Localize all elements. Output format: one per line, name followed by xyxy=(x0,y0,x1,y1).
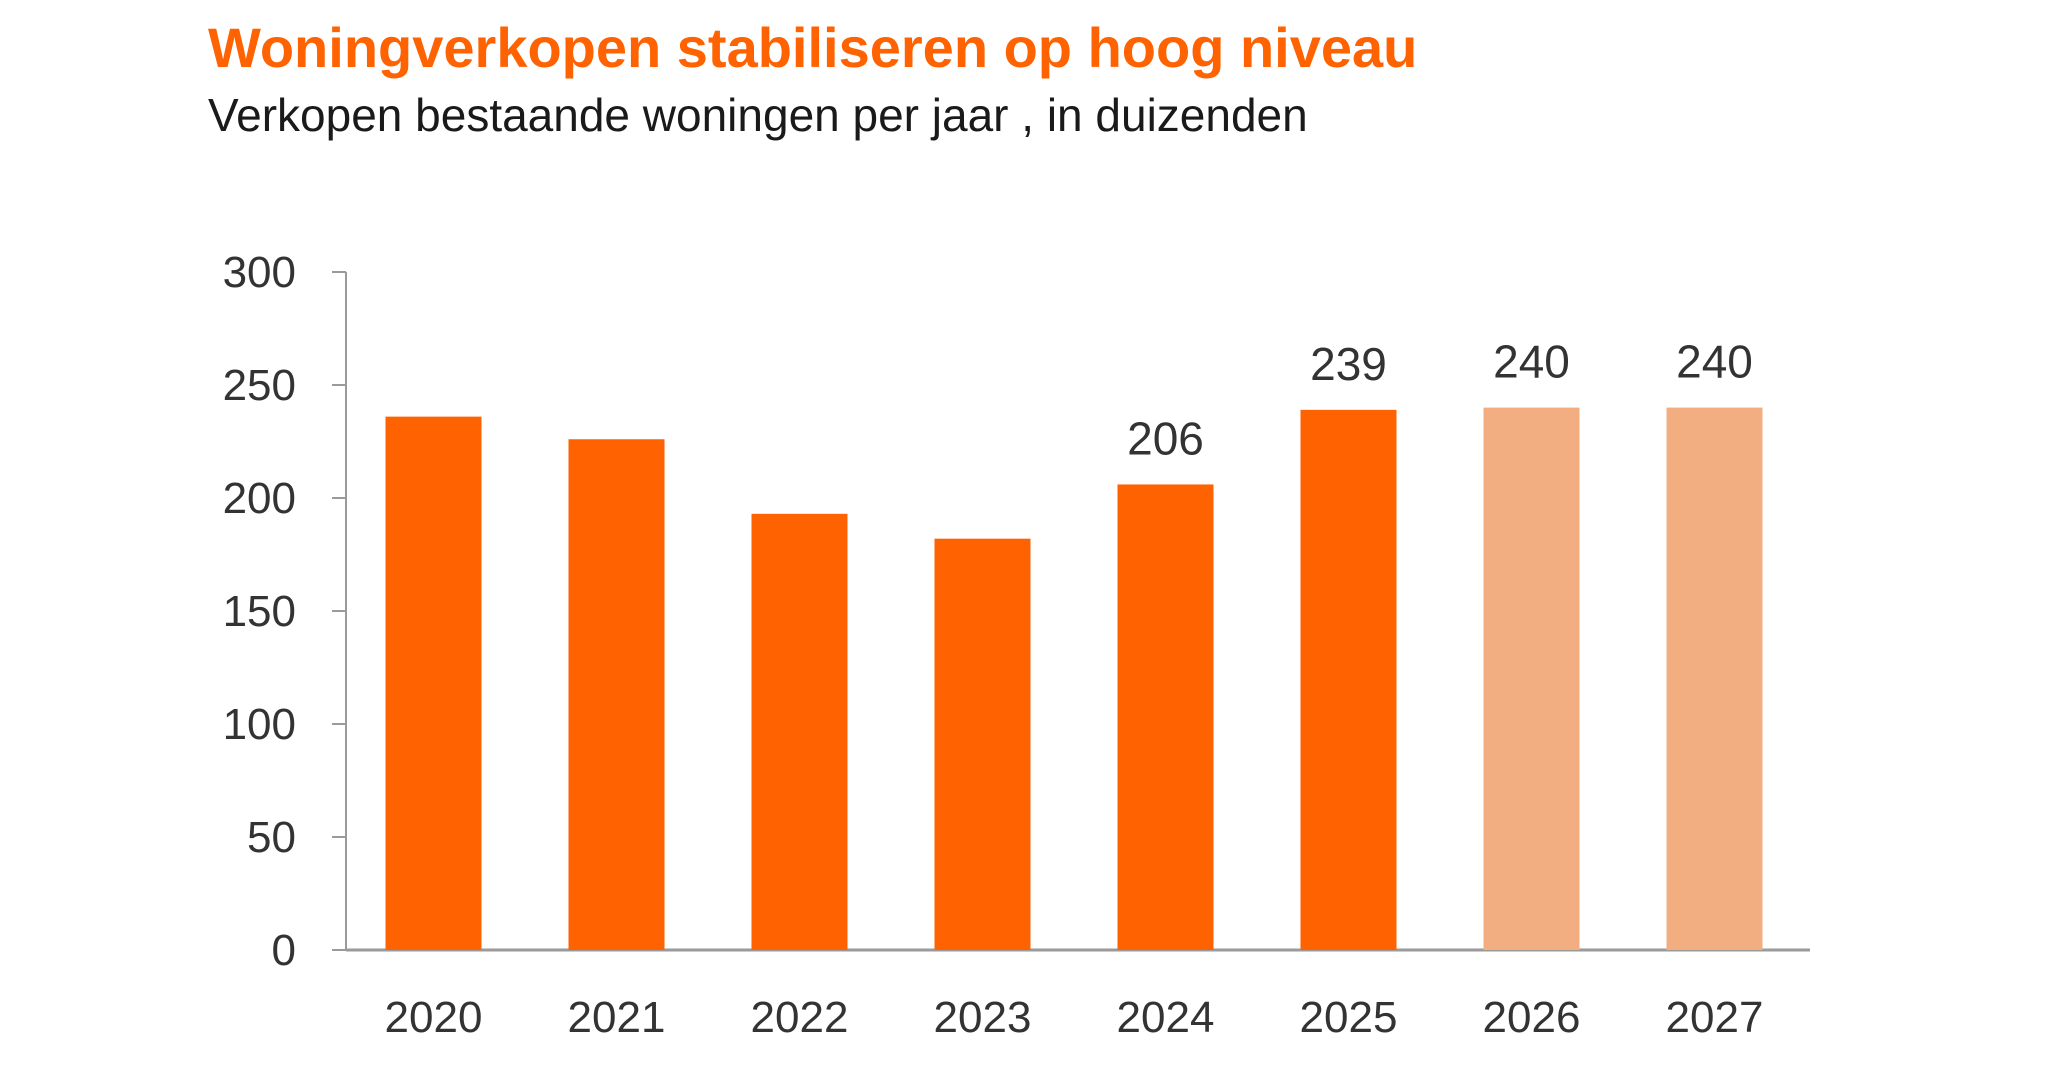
data-label-2026: 240 xyxy=(1493,336,1570,388)
bar-2024 xyxy=(1117,484,1214,950)
bar-2027 xyxy=(1666,407,1763,951)
x-tick-label: 2025 xyxy=(1300,993,1398,1042)
bar-2020 xyxy=(385,416,482,950)
data-label-2024: 206 xyxy=(1127,412,1204,464)
y-axis: 0 50 100 150 200 250 300 xyxy=(223,248,347,975)
bar-2025 xyxy=(1300,409,1397,950)
bar-2022 xyxy=(751,513,848,950)
bar-2023 xyxy=(934,538,1031,950)
x-tick-label: 2026 xyxy=(1483,993,1581,1042)
x-tick-label: 2027 xyxy=(1666,993,1764,1042)
y-tick-label: 250 xyxy=(223,361,296,410)
y-tick-label: 100 xyxy=(223,700,296,749)
bars xyxy=(385,407,1763,951)
data-labels: 206 239 240 240 xyxy=(1127,336,1753,465)
x-axis: 2020 2021 2022 2023 2024 2025 2026 2027 xyxy=(346,948,1810,1042)
data-label-2025: 239 xyxy=(1310,338,1387,390)
data-label-2027: 240 xyxy=(1676,336,1753,388)
y-tick-label: 0 xyxy=(272,926,296,975)
x-tick-label: 2020 xyxy=(385,993,483,1042)
y-tick-label: 50 xyxy=(247,813,296,862)
chart-subtitle: Verkopen bestaande woningen per jaar , i… xyxy=(208,89,1308,141)
x-tick-label: 2022 xyxy=(751,993,849,1042)
y-tick-label: 300 xyxy=(223,248,296,297)
chart-title: Woningverkopen stabiliseren op hoog nive… xyxy=(208,16,1418,79)
x-tick-label: 2024 xyxy=(1117,993,1215,1042)
y-tick-label: 150 xyxy=(223,587,296,636)
bar-2021 xyxy=(568,439,665,950)
y-tick-label: 200 xyxy=(223,474,296,523)
x-tick-label: 2021 xyxy=(568,993,666,1042)
bar-2026 xyxy=(1483,407,1580,951)
x-tick-label: 2023 xyxy=(934,993,1032,1042)
